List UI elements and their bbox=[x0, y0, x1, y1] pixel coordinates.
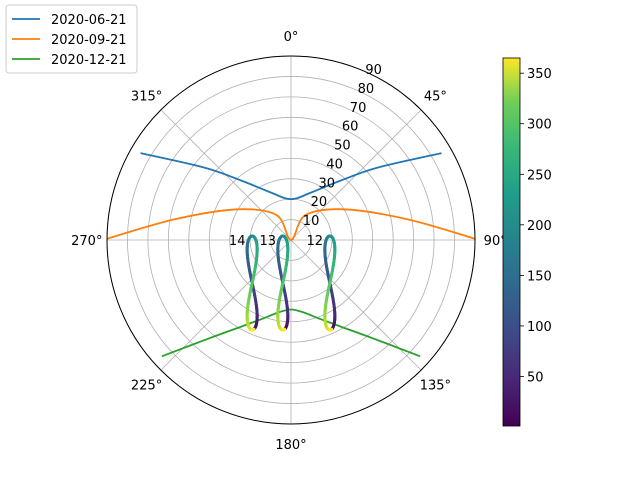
legend-entry-label: 2020-06-21 bbox=[51, 13, 127, 28]
angle-tick-label: 0° bbox=[284, 30, 299, 45]
series-line-2 bbox=[107, 208, 475, 241]
radial-tick-label: 40 bbox=[326, 157, 343, 172]
legend-entry-label: 2020-09-21 bbox=[51, 33, 127, 48]
colorbar-tick-label: 50 bbox=[527, 371, 544, 386]
radial-tick-label: 80 bbox=[358, 82, 375, 97]
tick-labels: 0° 45° 90° 135° 180° 225° 270° 315° 10 20 30 40 50 60… bbox=[71, 30, 507, 453]
angle-tick-label: 270° bbox=[71, 234, 102, 249]
analemma-14 bbox=[245, 234, 259, 332]
analemma-layer: 14 13 12 bbox=[229, 234, 337, 332]
analemma-label: 14 bbox=[229, 234, 246, 249]
angle-tick-label: 180° bbox=[275, 438, 306, 453]
radial-tick-label: 90 bbox=[365, 63, 382, 78]
analemma-13 bbox=[276, 234, 290, 332]
radial-tick-label: 30 bbox=[319, 176, 336, 191]
colorbar-tick-label: 150 bbox=[527, 269, 552, 284]
colorbar-tick-label: 100 bbox=[527, 320, 552, 335]
angle-tick-label: 135° bbox=[420, 378, 451, 393]
series-line-3 bbox=[161, 308, 421, 358]
series-line-1 bbox=[140, 152, 442, 201]
analemma-label: 13 bbox=[260, 234, 277, 249]
angular-gridline bbox=[160, 239, 292, 371]
colorbar: 50 100 150 200 250 300 350 bbox=[502, 57, 552, 427]
legend-box bbox=[5, 4, 138, 74]
series-layer bbox=[107, 152, 475, 358]
analemma-12 bbox=[323, 234, 337, 332]
radial-tick-label: 10 bbox=[303, 214, 320, 229]
angle-tick-label: 45° bbox=[424, 90, 447, 105]
angle-tick-label: 315° bbox=[131, 90, 162, 105]
colorbar-tick-label: 200 bbox=[527, 219, 552, 234]
colorbar-gradient bbox=[502, 57, 521, 427]
colorbar-tick-label: 250 bbox=[527, 168, 552, 183]
radial-tick-label: 50 bbox=[334, 139, 351, 154]
legend: 2020-06-21 2020-09-21 2020-12-21 bbox=[5, 4, 138, 74]
radial-tick-label: 20 bbox=[311, 195, 328, 210]
legend-entry-label: 2020-12-21 bbox=[51, 53, 127, 68]
angular-gridline bbox=[290, 239, 422, 371]
colorbar-tick-label: 350 bbox=[527, 67, 552, 82]
radial-tick-label: 70 bbox=[350, 101, 367, 116]
analemma-label: 12 bbox=[307, 234, 324, 249]
radial-tick-label: 60 bbox=[342, 120, 359, 135]
colorbar-tick-label: 300 bbox=[527, 118, 552, 133]
polar-frame bbox=[106, 55, 476, 425]
angle-tick-label: 225° bbox=[131, 378, 162, 393]
angle-tick-label: 90° bbox=[484, 234, 507, 249]
